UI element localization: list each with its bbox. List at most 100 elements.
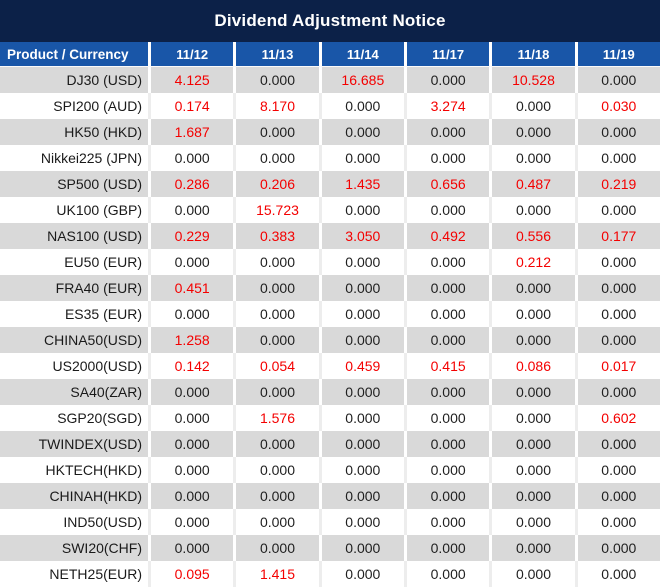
- dividend-value-cell: 0.000: [492, 483, 575, 509]
- dividend-table: Product / Currency 11/12 11/13 11/14 11/17 1…: [0, 42, 660, 587]
- dividend-value-cell: 0.000: [406, 301, 490, 327]
- dividend-value-cell: 0.000: [577, 119, 660, 145]
- dividend-value-cell: 0.000: [151, 301, 234, 327]
- dividend-value-cell: 10.528: [492, 67, 575, 93]
- dividend-value-cell: 0.000: [321, 249, 404, 275]
- dividend-value-cell: 0.487: [492, 171, 575, 197]
- dividend-value-cell: 0.000: [577, 145, 660, 171]
- column-header-date: 11/19: [577, 42, 660, 66]
- dividend-value-cell: 0.602: [577, 405, 660, 431]
- dividend-value-cell: 0.000: [236, 67, 319, 93]
- table-row: CHINAH(HKD) 0.000 0.000 0.000 0.000 0.000 0.00…: [0, 483, 660, 509]
- product-cell: IND50(USD): [0, 509, 148, 535]
- dividend-value-cell: 0.000: [236, 483, 319, 509]
- product-cell: HK50 (HKD): [0, 119, 148, 145]
- dividend-value-cell: 0.030: [577, 93, 660, 119]
- dividend-value-cell: 0.017: [577, 353, 660, 379]
- dividend-value-cell: 0.000: [236, 275, 319, 301]
- table-row: EU50 (EUR) 0.000 0.000 0.000 0.000 0.212 0.000: [0, 249, 660, 275]
- dividend-value-cell: 0.000: [321, 457, 404, 483]
- table-row: UK100 (GBP) 0.000 15.723 0.000 0.000 0.000 0.0…: [0, 197, 660, 223]
- dividend-value-cell: 0.000: [236, 145, 319, 171]
- dividend-value-cell: 0.000: [577, 535, 660, 561]
- table-row: DJ30 (USD) 4.125 0.000 16.685 0.000 10.528 0.0…: [0, 67, 660, 93]
- table-row: SPI200 (AUD) 0.174 8.170 0.000 3.274 0.000 0.0…: [0, 93, 660, 119]
- product-cell: SP500 (USD): [0, 171, 148, 197]
- dividend-value-cell: 0.000: [236, 249, 319, 275]
- dividend-value-cell: 1.415: [236, 561, 319, 587]
- dividend-value-cell: 0.000: [321, 145, 404, 171]
- product-cell: UK100 (GBP): [0, 197, 148, 223]
- dividend-value-cell: 0.000: [236, 509, 319, 535]
- dividend-value-cell: 0.000: [577, 327, 660, 353]
- dividend-value-cell: 0.000: [236, 379, 319, 405]
- dividend-value-cell: 0.000: [492, 457, 575, 483]
- product-cell: NETH25(EUR): [0, 561, 148, 587]
- dividend-value-cell: 0.000: [321, 93, 404, 119]
- column-header-date: 11/12: [151, 42, 234, 66]
- dividend-value-cell: 0.451: [151, 275, 234, 301]
- product-cell: US2000(USD): [0, 353, 148, 379]
- dividend-value-cell: 3.050: [321, 223, 404, 249]
- table-row: HK50 (HKD) 1.687 0.000 0.000 0.000 0.000 0.000: [0, 119, 660, 145]
- dividend-value-cell: 4.125: [151, 67, 234, 93]
- dividend-value-cell: 0.000: [236, 327, 319, 353]
- dividend-value-cell: 0.000: [321, 535, 404, 561]
- column-header-date: 11/14: [321, 42, 404, 66]
- dividend-value-cell: 0.054: [236, 353, 319, 379]
- dividend-value-cell: 0.000: [492, 509, 575, 535]
- table-body: DJ30 (USD) 4.125 0.000 16.685 0.000 10.528 0.0…: [0, 67, 660, 587]
- dividend-value-cell: 0.000: [492, 561, 575, 587]
- dividend-value-cell: 0.000: [406, 509, 490, 535]
- dividend-value-cell: 0.174: [151, 93, 234, 119]
- product-cell: EU50 (EUR): [0, 249, 148, 275]
- table-row: SWI20(CHF) 0.000 0.000 0.000 0.000 0.000 0.000: [0, 535, 660, 561]
- dividend-value-cell: 0.206: [236, 171, 319, 197]
- dividend-value-cell: 0.219: [577, 171, 660, 197]
- dividend-value-cell: 1.258: [151, 327, 234, 353]
- product-cell: DJ30 (USD): [0, 67, 148, 93]
- dividend-value-cell: 0.000: [577, 301, 660, 327]
- column-header-date: 11/18: [492, 42, 575, 66]
- dividend-value-cell: 0.000: [406, 327, 490, 353]
- dividend-value-cell: 0.000: [492, 405, 575, 431]
- dividend-value-cell: 0.000: [151, 249, 234, 275]
- table-row: NETH25(EUR) 0.095 1.415 0.000 0.000 0.000 0.00…: [0, 561, 660, 587]
- dividend-value-cell: 0.000: [321, 509, 404, 535]
- dividend-value-cell: 0.656: [406, 171, 490, 197]
- dividend-value-cell: 0.000: [577, 67, 660, 93]
- dividend-value-cell: 0.177: [577, 223, 660, 249]
- table-row: IND50(USD) 0.000 0.000 0.000 0.000 0.000 0.000: [0, 509, 660, 535]
- dividend-value-cell: 0.000: [321, 327, 404, 353]
- dividend-value-cell: 0.000: [406, 483, 490, 509]
- dividend-value-cell: 0.000: [492, 301, 575, 327]
- dividend-value-cell: 0.086: [492, 353, 575, 379]
- dividend-value-cell: 0.000: [492, 275, 575, 301]
- dividend-value-cell: 0.000: [236, 119, 319, 145]
- dividend-value-cell: 0.000: [492, 145, 575, 171]
- product-cell: ES35 (EUR): [0, 301, 148, 327]
- title-bar: Dividend Adjustment Notice: [0, 0, 660, 42]
- dividend-value-cell: 0.000: [577, 483, 660, 509]
- dividend-value-cell: 0.000: [492, 431, 575, 457]
- dividend-value-cell: 16.685: [321, 67, 404, 93]
- dividend-value-cell: 0.000: [321, 275, 404, 301]
- product-cell: CHINA50(USD): [0, 327, 148, 353]
- column-header-product-currency: Product / Currency: [0, 42, 148, 66]
- product-cell: HKTECH(HKD): [0, 457, 148, 483]
- dividend-value-cell: 1.576: [236, 405, 319, 431]
- dividend-value-cell: 0.000: [577, 249, 660, 275]
- table-row: NAS100 (USD) 0.229 0.383 3.050 0.492 0.556 0.1…: [0, 223, 660, 249]
- product-cell: SA40(ZAR): [0, 379, 148, 405]
- dividend-value-cell: 0.000: [151, 405, 234, 431]
- dividend-value-cell: 0.000: [492, 93, 575, 119]
- product-cell: SPI200 (AUD): [0, 93, 148, 119]
- dividend-value-cell: 0.000: [321, 301, 404, 327]
- dividend-value-cell: 0.000: [492, 197, 575, 223]
- dividend-value-cell: 0.000: [321, 561, 404, 587]
- table-header-row: Product / Currency 11/12 11/13 11/14 11/17 1…: [0, 42, 660, 67]
- table-row: FRA40 (EUR) 0.451 0.000 0.000 0.000 0.000 0.00…: [0, 275, 660, 301]
- column-header-date: 11/17: [406, 42, 490, 66]
- dividend-value-cell: 3.274: [406, 93, 490, 119]
- dividend-value-cell: 0.000: [406, 275, 490, 301]
